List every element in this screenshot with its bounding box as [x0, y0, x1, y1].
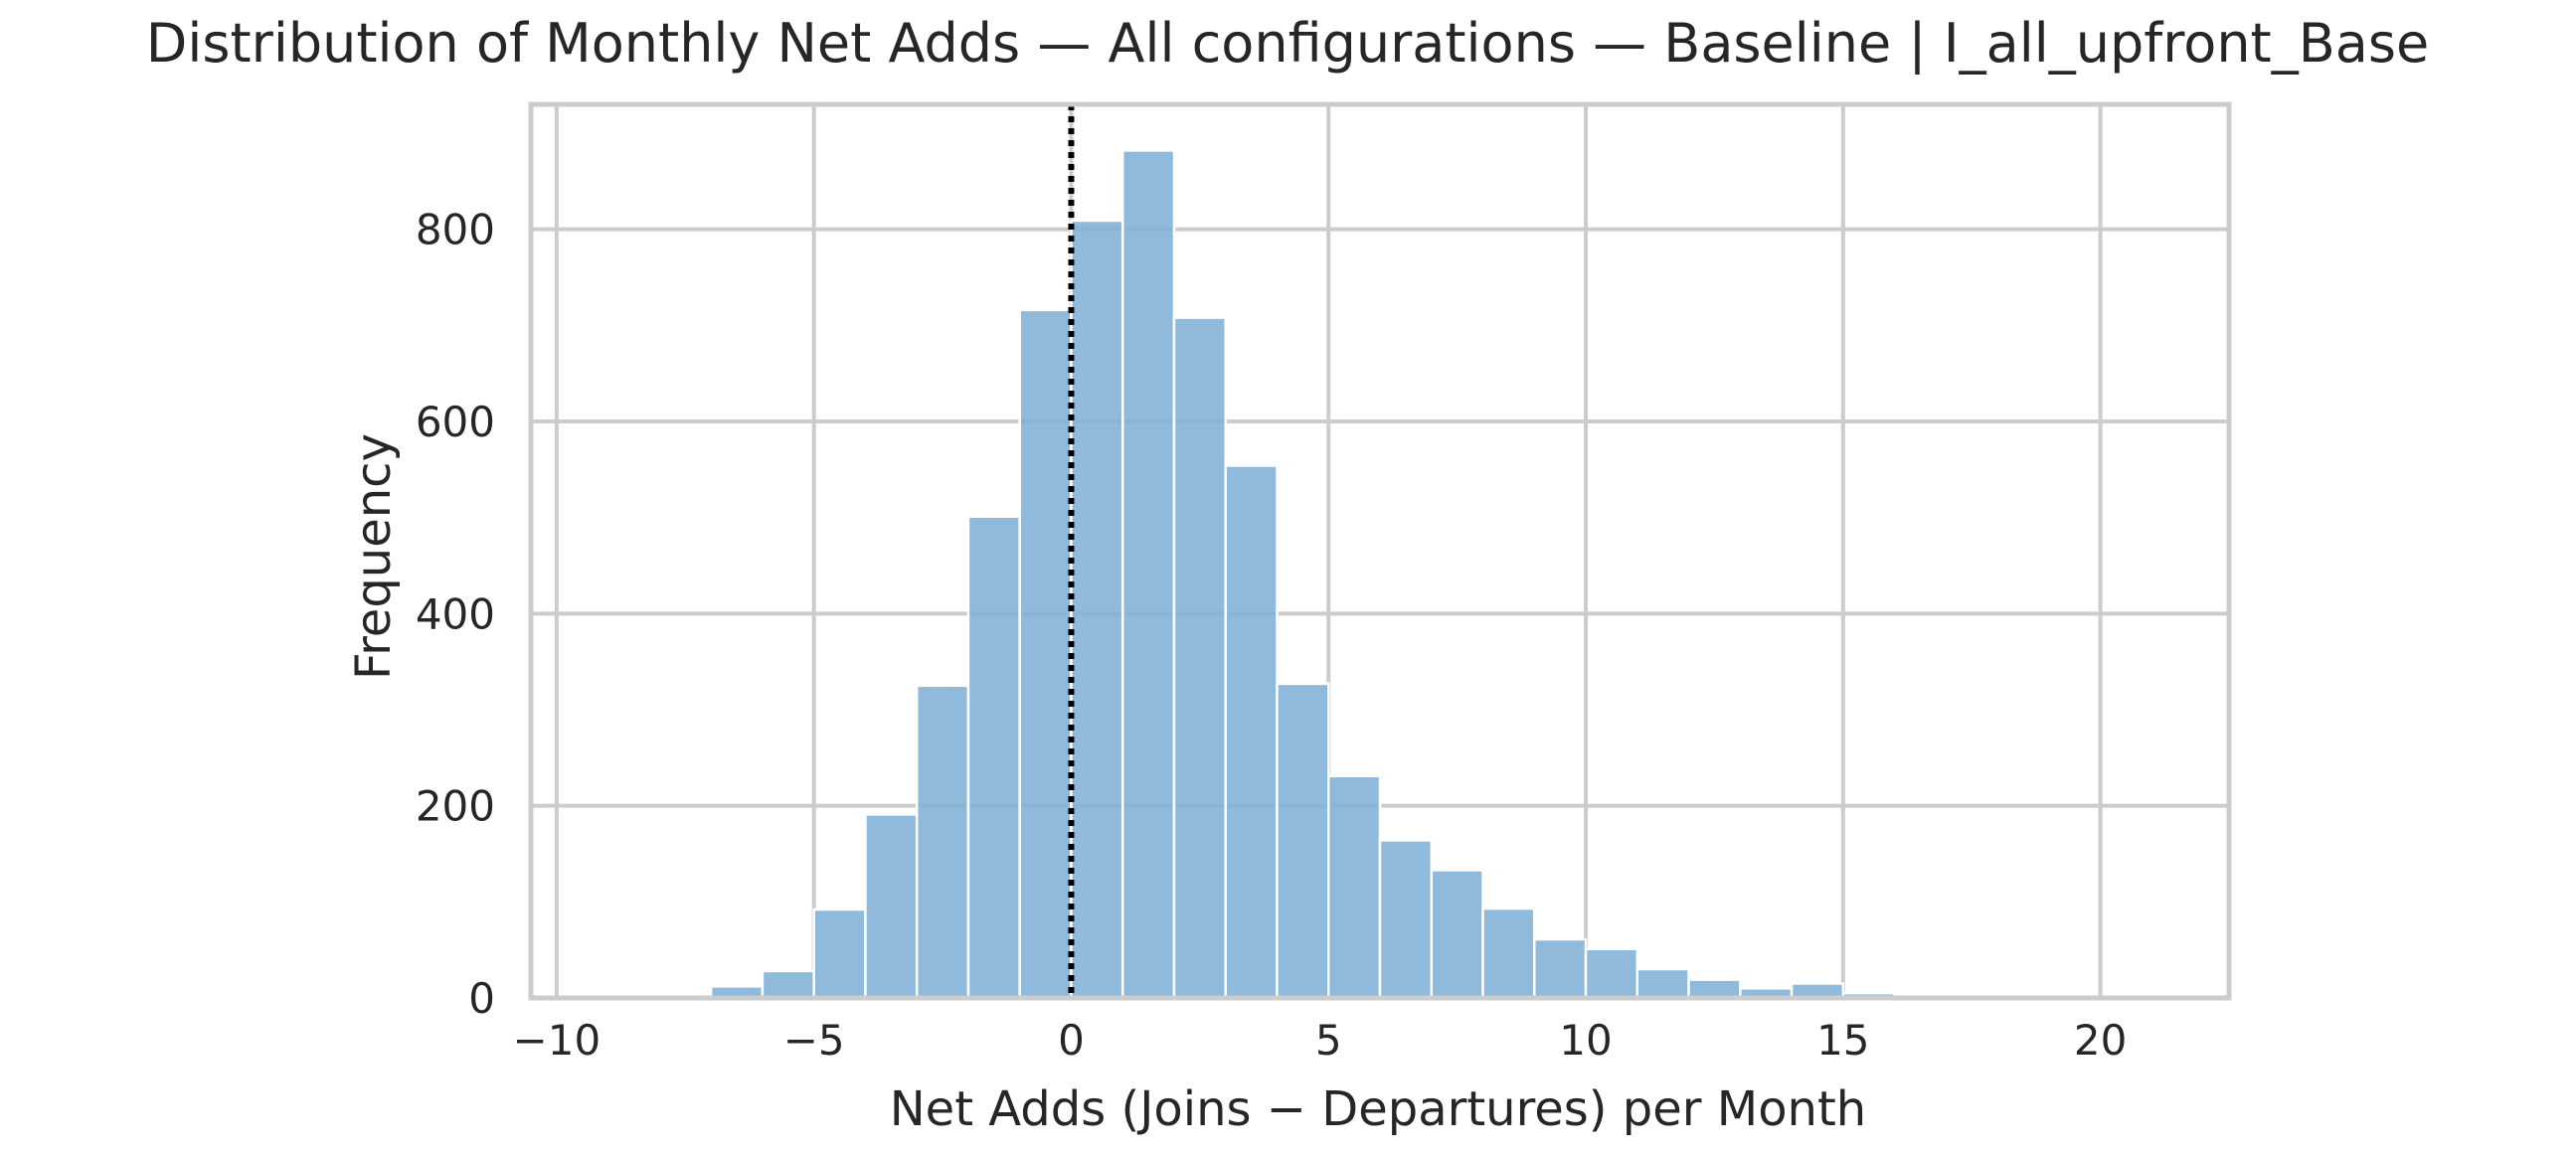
histogram-bar — [1224, 464, 1279, 1000]
x-tick-label: 20 — [2074, 1016, 2127, 1065]
histogram-bar — [1172, 316, 1227, 1000]
histogram-bar — [1070, 219, 1124, 1000]
chart-title: Distribution of Monthly Net Adds — All c… — [146, 12, 2429, 75]
y-tick-label: 800 — [416, 206, 495, 254]
x-tick-label: 15 — [1816, 1016, 1869, 1065]
y-tick-label: 400 — [416, 589, 495, 638]
plot-frame — [528, 101, 2232, 1001]
histogram-bar — [761, 969, 815, 1000]
x-tick-label: −5 — [783, 1016, 845, 1065]
histogram-bar — [966, 515, 1021, 1000]
histogram-bar — [812, 908, 867, 1000]
histogram-bar — [1378, 839, 1434, 1000]
x-tick-label: −10 — [513, 1016, 601, 1065]
histogram-bar — [1481, 907, 1536, 1000]
histogram-bar — [1018, 308, 1073, 1000]
y-axis-ticks: 0 200 400 600 800 — [416, 206, 495, 1023]
histogram-bar — [1584, 947, 1639, 1000]
histogram-bar — [1635, 967, 1690, 1000]
histogram-bar — [1326, 774, 1382, 1000]
x-axis-label: Net Adds (Joins − Departures) per Month — [890, 1081, 1866, 1137]
x-tick-label: 10 — [1559, 1016, 1612, 1065]
x-tick-label: 5 — [1315, 1016, 1342, 1065]
histogram-bar — [1120, 149, 1176, 1000]
histogram-bars — [555, 149, 2205, 1000]
y-tick-label: 0 — [468, 974, 495, 1023]
x-axis-ticks: −10 −5 0 5 10 15 20 — [513, 1016, 2128, 1065]
x-tick-label: 0 — [1058, 1016, 1085, 1065]
histogram-bar — [1276, 682, 1330, 1000]
y-tick-label: 200 — [416, 782, 495, 831]
histogram-bar — [915, 684, 970, 1000]
y-axis-label: Frequency — [346, 433, 402, 680]
y-tick-label: 600 — [416, 398, 495, 446]
histogram-bar — [1430, 869, 1484, 1000]
histogram-bar — [864, 813, 919, 1000]
histogram-bar — [1687, 978, 1742, 1000]
histogram-bar — [1533, 937, 1588, 1000]
